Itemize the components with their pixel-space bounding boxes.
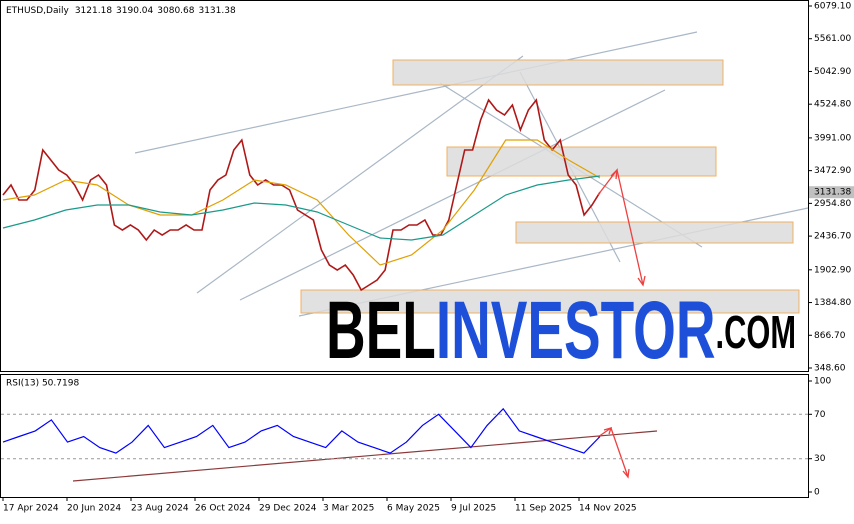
x-tick-label: 3 Mar 2025 (323, 504, 374, 514)
ohlc: 3131.38 (198, 6, 235, 16)
series-line (2, 98, 601, 292)
x-tick-label: 9 Jul 2025 (451, 504, 496, 514)
y-tick-label: 866.70 (814, 331, 846, 341)
series-line (2, 407, 601, 454)
symbol: ETHUSD,Daily (6, 6, 69, 16)
x-tick-label: 20 Jun 2024 (67, 504, 121, 514)
y-tick-label: 70 (814, 410, 826, 420)
y-tick-label: 3472.90 (814, 166, 851, 176)
rsi-title: RSI(13) 50.7198 (6, 379, 79, 389)
watermark-part: BEL (326, 285, 436, 376)
y-tick-label: 2954.80 (814, 199, 851, 209)
chart-title: ETHUSD,Daily 3121.18 3190.04 3080.68 3131.38 (6, 6, 236, 16)
y-tick-label: 5042.90 (814, 67, 851, 77)
y-tick-label: 1902.90 (814, 265, 851, 275)
price-pane (0, 0, 809, 372)
y-tick-label: 1384.80 (814, 298, 851, 308)
last-price-label: 3131.38 (814, 188, 851, 198)
y-tick-label: 5561.00 (814, 34, 851, 44)
x-tick-label: 11 Sep 2025 (515, 504, 572, 514)
y-tick-label: 0 (814, 488, 820, 498)
rsi-pane (0, 374, 809, 498)
ohlc: 3080.68 (157, 6, 194, 16)
series-line (2, 139, 601, 266)
x-tick-label: 6 May 2025 (387, 504, 440, 514)
y-tick-label: 3991.00 (814, 133, 851, 143)
ohlc: 3190.04 (116, 6, 153, 16)
x-tick-label: 17 Apr 2024 (3, 504, 59, 514)
zones (300, 59, 800, 314)
x-tick-label: 23 Aug 2024 (131, 504, 189, 514)
last-price-box (809, 186, 854, 199)
series-line (2, 175, 601, 241)
watermark-part: INVESTOR (436, 285, 716, 376)
ohlc: 3121.18 (75, 6, 112, 16)
watermark: BELINVESTOR.COM (326, 285, 796, 376)
y-tick-label: 100 (814, 377, 831, 387)
y-tick-label: 2436.70 (814, 232, 851, 242)
y-tick-label: 348.60 (814, 364, 846, 374)
arrows (72, 168, 658, 482)
y-tick-label: 4524.80 (814, 100, 851, 110)
y-tick-label: 30 (814, 454, 826, 464)
x-tick-label: 29 Dec 2024 (259, 504, 317, 514)
x-tick-label: 26 Oct 2024 (195, 504, 251, 514)
watermark-part: .COM (716, 306, 796, 358)
y-tick-label: 6079.10 (814, 2, 851, 12)
x-tick-label: 14 Nov 2025 (579, 504, 637, 514)
